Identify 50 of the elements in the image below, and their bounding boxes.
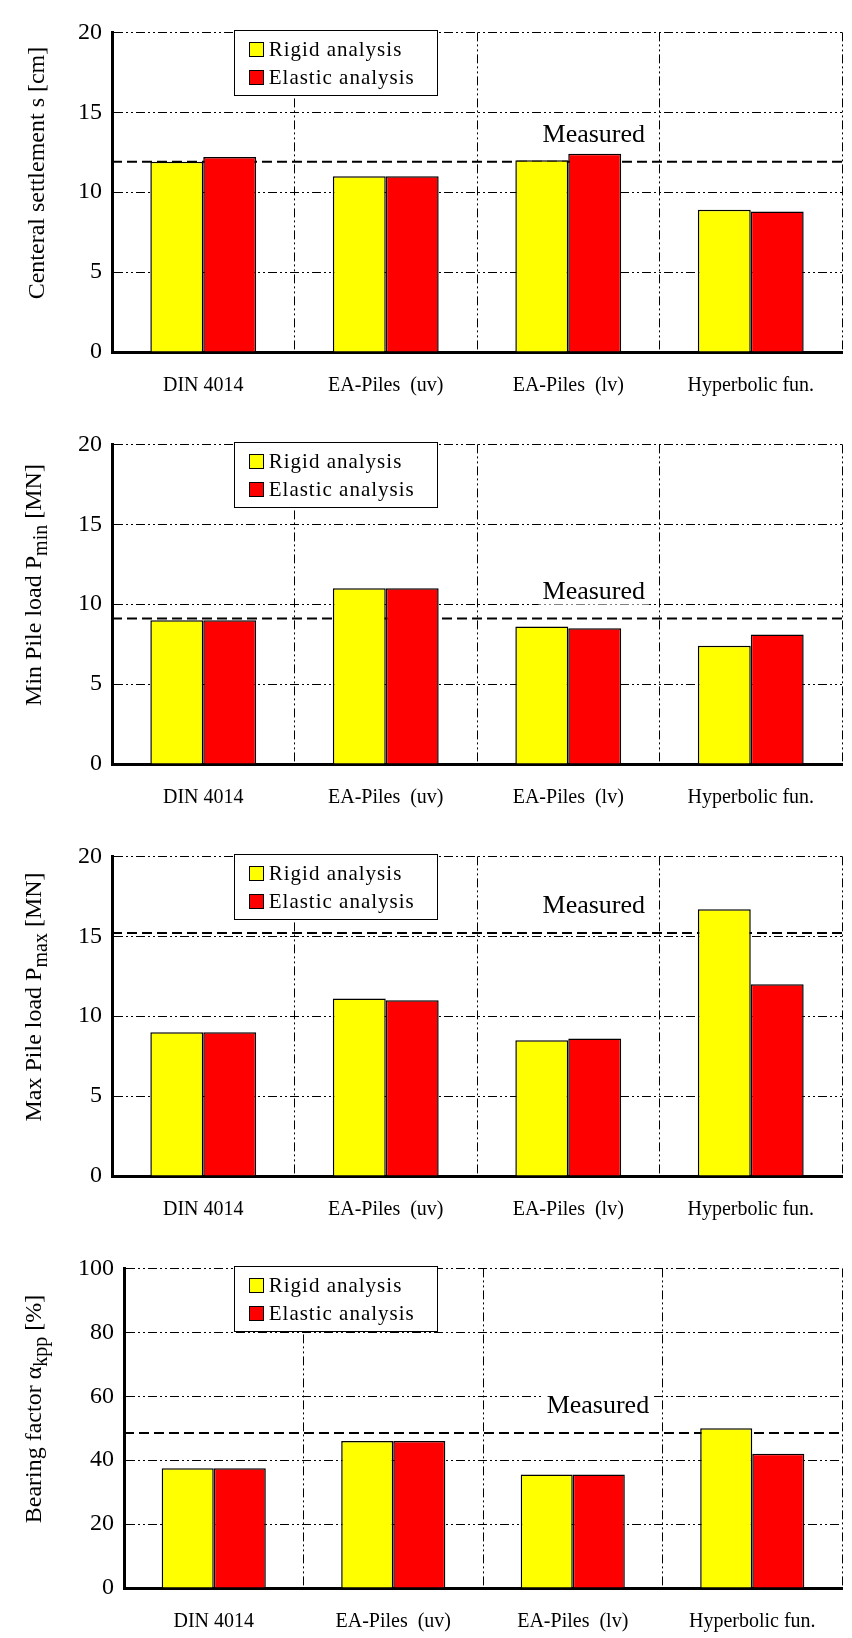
legend-label: Elastic analysis — [268, 1300, 415, 1327]
x-tick-label: Hyperbolic fun. — [688, 1609, 816, 1633]
y-tick-label: 0 — [90, 1161, 102, 1188]
x-tick-label: DIN 4014 — [162, 373, 244, 396]
y-tick-label: 10 — [78, 589, 102, 616]
y-tick-label: 20 — [78, 841, 102, 868]
y-tick-label: 10 — [78, 177, 102, 204]
x-tick-label: EA-Piles (uv) — [327, 1197, 444, 1221]
legend-label: Elastic analysis — [268, 64, 415, 91]
y-tick-label: 5 — [90, 1081, 102, 1108]
x-tick-label: Hyperbolic fun. — [687, 373, 815, 397]
x-tick-label: Hyperbolic fun. — [687, 785, 815, 809]
y-tick-label: 20 — [78, 17, 102, 44]
x-tick-label: DIN 4014 — [162, 1197, 244, 1220]
x-tick-label: Hyperbolic fun. — [687, 1197, 815, 1221]
y-tick-label: 5 — [90, 669, 102, 696]
x-tick-label: EA-Piles (lv) — [512, 1197, 624, 1221]
x-tick-label: EA-Piles (lv) — [517, 1609, 629, 1633]
y-tick-label: 15 — [78, 509, 102, 536]
y-tick-label: 40 — [90, 1445, 114, 1472]
ref-line-label: Measured — [542, 575, 646, 605]
legend-label: Rigid analysis — [268, 448, 403, 475]
y-tick-label: 15 — [78, 921, 102, 948]
y-tick-label: 100 — [78, 1253, 114, 1280]
legend-label: Rigid analysis — [268, 860, 403, 887]
ref-line-label: Measured — [542, 118, 646, 148]
y-tick-label: 0 — [90, 337, 102, 364]
y-tick-label: 80 — [90, 1317, 114, 1344]
x-tick-label: EA-Piles (uv) — [327, 373, 444, 397]
y-tick-label: 15 — [78, 97, 102, 124]
x-tick-label: EA-Piles (lv) — [512, 373, 624, 397]
ref-line-label: Measured — [546, 1389, 650, 1419]
y-tick-label: 20 — [78, 429, 102, 456]
y-tick-label: 0 — [102, 1573, 114, 1600]
x-tick-label: DIN 4014 — [162, 785, 244, 808]
x-tick-label: DIN 4014 — [173, 1609, 255, 1632]
legend-label: Rigid analysis — [268, 36, 403, 63]
legend-label: Elastic analysis — [268, 888, 415, 915]
y-tick-label: 10 — [78, 1001, 102, 1028]
y-tick-label: 60 — [90, 1381, 114, 1408]
x-tick-label: EA-Piles (lv) — [512, 785, 624, 809]
ref-line-label: Measured — [542, 890, 646, 920]
x-tick-label: EA-Piles (uv) — [327, 785, 444, 809]
y-tick-label: 20 — [90, 1509, 114, 1536]
y-tick-label: 5 — [90, 257, 102, 284]
y-axis-title: Centeral settlement s [cm] — [22, 46, 50, 300]
legend-label: Rigid analysis — [268, 1272, 403, 1299]
x-tick-label: EA-Piles (uv) — [335, 1609, 452, 1633]
y-tick-label: 0 — [90, 749, 102, 776]
legend-label: Elastic analysis — [268, 476, 415, 503]
